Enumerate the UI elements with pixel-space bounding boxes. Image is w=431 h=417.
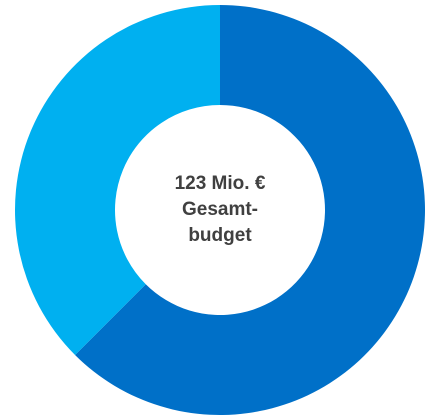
donut-segment bbox=[15, 4, 220, 355]
center-label-line: 123 Mio. € bbox=[175, 173, 266, 194]
center-label-line: budget bbox=[188, 225, 252, 246]
donut-segment bbox=[75, 5, 426, 415]
center-label: 123 Mio. € Gesamt-budget bbox=[175, 173, 266, 246]
donut bbox=[15, 4, 426, 415]
center-label-line: Gesamt- bbox=[182, 199, 258, 220]
